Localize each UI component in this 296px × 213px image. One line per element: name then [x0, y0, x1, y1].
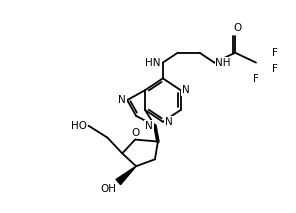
Text: O: O: [131, 128, 139, 138]
Polygon shape: [116, 166, 136, 185]
Text: OH: OH: [100, 184, 116, 194]
Text: HO: HO: [70, 121, 87, 131]
Text: F: F: [272, 48, 278, 58]
Text: F: F: [272, 63, 278, 73]
Text: N: N: [118, 95, 126, 105]
Text: F: F: [253, 74, 259, 84]
Text: N: N: [165, 117, 173, 127]
Text: O: O: [233, 23, 241, 33]
Text: N: N: [182, 85, 189, 95]
Text: HN: HN: [145, 58, 161, 68]
Text: NH: NH: [215, 58, 231, 68]
Text: N: N: [145, 121, 153, 131]
